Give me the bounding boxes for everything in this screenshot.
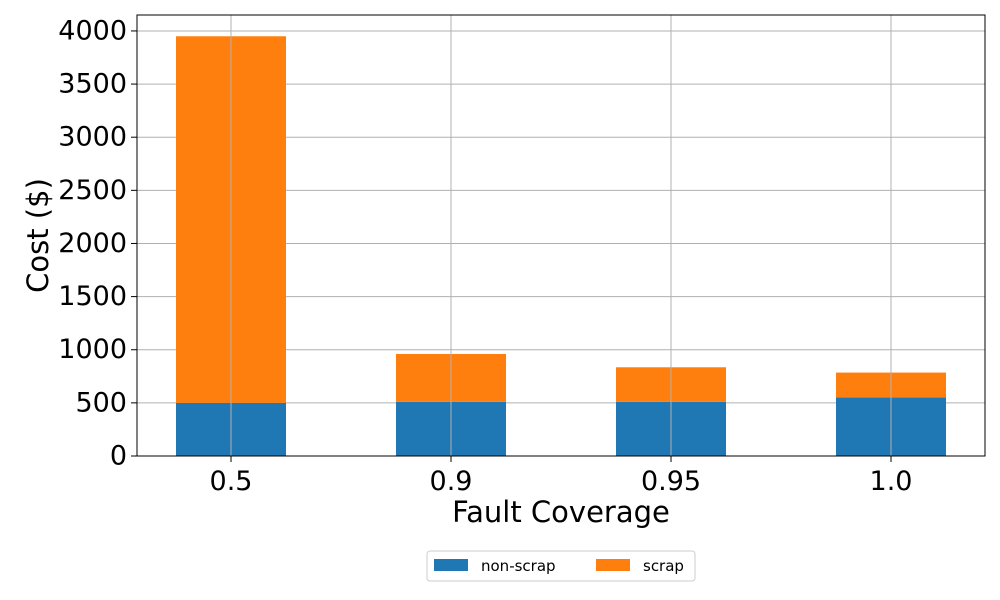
legend-label-scrap: scrap [643,557,684,575]
y-tick-label: 1500 [58,281,127,312]
plot-frame [136,14,986,457]
legend-swatch-scrap [596,559,630,571]
y-tick-label: 2000 [58,228,127,259]
legend: non-scrap scrap [426,550,696,582]
x-tick-label: 0.5 [210,466,253,497]
bars-layer [176,36,946,456]
legend-frame [426,550,696,582]
legend-label-non-scrap: non-scrap [481,557,556,575]
y-tick-label: 0 [110,441,127,472]
y-tick-label: 3000 [58,122,127,153]
y-tick-label: 2500 [58,175,127,206]
x-axis-label: Fault Coverage [452,495,670,529]
ticks-layer: 0 500 1000 1500 2000 2500 3000 3500 4000 0.5 0.9 0.… [58,15,912,497]
y-axis-label: Cost ($) [21,178,55,293]
y-tick-label: 1000 [58,334,127,365]
x-tick-label: 1.0 [870,466,913,497]
y-tick-label: 500 [75,387,127,418]
vertical-grid-layer [230,15,892,456]
y-tick-label: 4000 [58,15,127,46]
x-tick-label: 0.95 [641,466,701,497]
y-tick-label: 3500 [58,69,127,100]
legend-swatch-non-scrap [434,559,468,571]
x-tick-label: 0.9 [430,466,473,497]
